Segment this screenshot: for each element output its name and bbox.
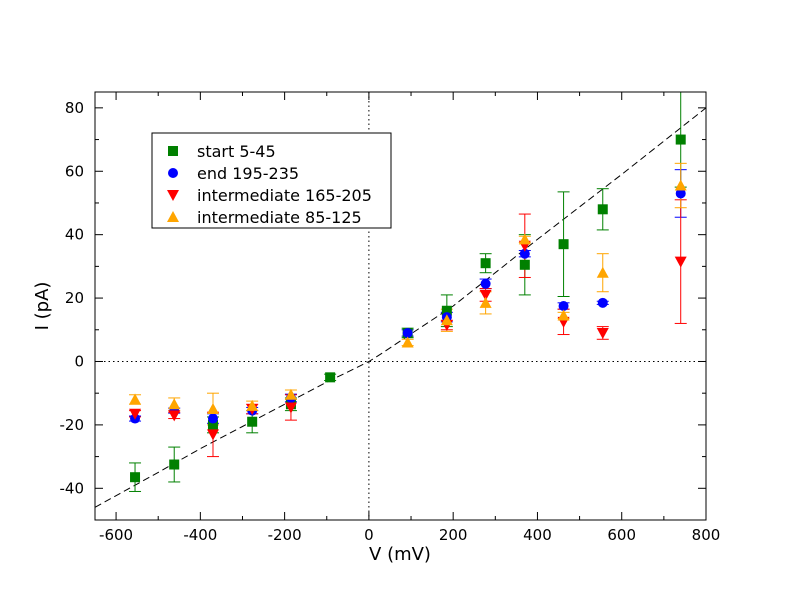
data-point-series-1 (480, 258, 491, 269)
reference-lines (95, 92, 706, 520)
x-tick-label: 800 (692, 526, 721, 544)
x-tick-label: 400 (523, 526, 552, 544)
data-point-series-4 (596, 266, 609, 278)
x-tick-label: 200 (439, 526, 468, 544)
data-point-series-4 (479, 296, 492, 308)
data-point-series-4 (284, 388, 297, 400)
data-point-series-3 (674, 256, 687, 268)
data-point-series-4 (440, 314, 453, 326)
legend-marker-2 (168, 168, 178, 178)
y-tick-label: 40 (65, 226, 84, 244)
legend-label-1: start 5-45 (197, 142, 276, 161)
data-point-series-1 (597, 204, 608, 215)
data-point-series-4 (129, 393, 142, 405)
data-point-series-4 (401, 336, 414, 348)
legend-marker-3 (167, 190, 179, 201)
x-axis-label: V (mV) (369, 544, 431, 565)
legend: start 5-45 end 195-235 intermediate 165-20… (151, 132, 392, 229)
data-point-series-3 (596, 327, 609, 339)
data-point-series-1 (247, 416, 258, 427)
legend-box (151, 132, 392, 229)
data-point-series-3 (129, 408, 142, 420)
y-axis-label: I (pA) (32, 282, 53, 331)
x-tick-label: -600 (99, 526, 133, 544)
data-point-series-1 (441, 305, 452, 316)
data-point-series-1 (675, 134, 686, 145)
data-point-series-1 (519, 259, 530, 270)
data-point-series-3 (206, 429, 219, 441)
data-point-series-4 (557, 309, 570, 321)
y-tick-label: 60 (65, 162, 84, 180)
legend-marker-1 (168, 146, 178, 156)
y-tick-label: 0 (74, 352, 84, 370)
data-point-series-2 (558, 301, 569, 311)
data-point-series-3 (479, 289, 492, 301)
y-tick-label: -20 (60, 416, 85, 434)
data-point-series-1 (130, 472, 141, 483)
data-point-series-4 (518, 233, 531, 245)
data-point-series-1 (558, 239, 569, 250)
data-point-series-2 (675, 188, 686, 199)
data-point-series-3 (284, 402, 297, 414)
data-point-series-4 (168, 398, 181, 410)
y-tick-label: 20 (65, 289, 84, 307)
data-point-series-4 (206, 403, 219, 415)
legend-label-4: intermediate 85-125 (197, 208, 362, 227)
x-tick-label: -200 (268, 526, 302, 544)
legend-label-2: end 195-235 (197, 164, 299, 183)
data-point-series-2 (402, 327, 413, 338)
data-point-series-3 (168, 410, 181, 422)
x-tick-label: -400 (183, 526, 217, 544)
markers-layer (129, 134, 687, 483)
x-tick-label: 0 (364, 526, 374, 544)
data-point-series-2 (519, 248, 530, 259)
data-point-series-2 (480, 278, 491, 289)
legend-marker-4 (167, 211, 179, 222)
data-point-series-4 (246, 399, 259, 411)
y-tick-label: 80 (65, 99, 84, 117)
data-point-series-1 (325, 372, 336, 383)
data-point-series-2 (597, 297, 608, 308)
data-point-series-1 (169, 459, 180, 470)
y-tick-label: -40 (60, 479, 85, 497)
plot-frame (94, 91, 707, 521)
x-tick-label: 600 (607, 526, 636, 544)
legend-label-3: intermediate 165-205 (197, 186, 372, 205)
data-point-series-2 (207, 413, 218, 424)
data-point-series-4 (674, 179, 687, 191)
data-point-series-1 (207, 419, 218, 430)
